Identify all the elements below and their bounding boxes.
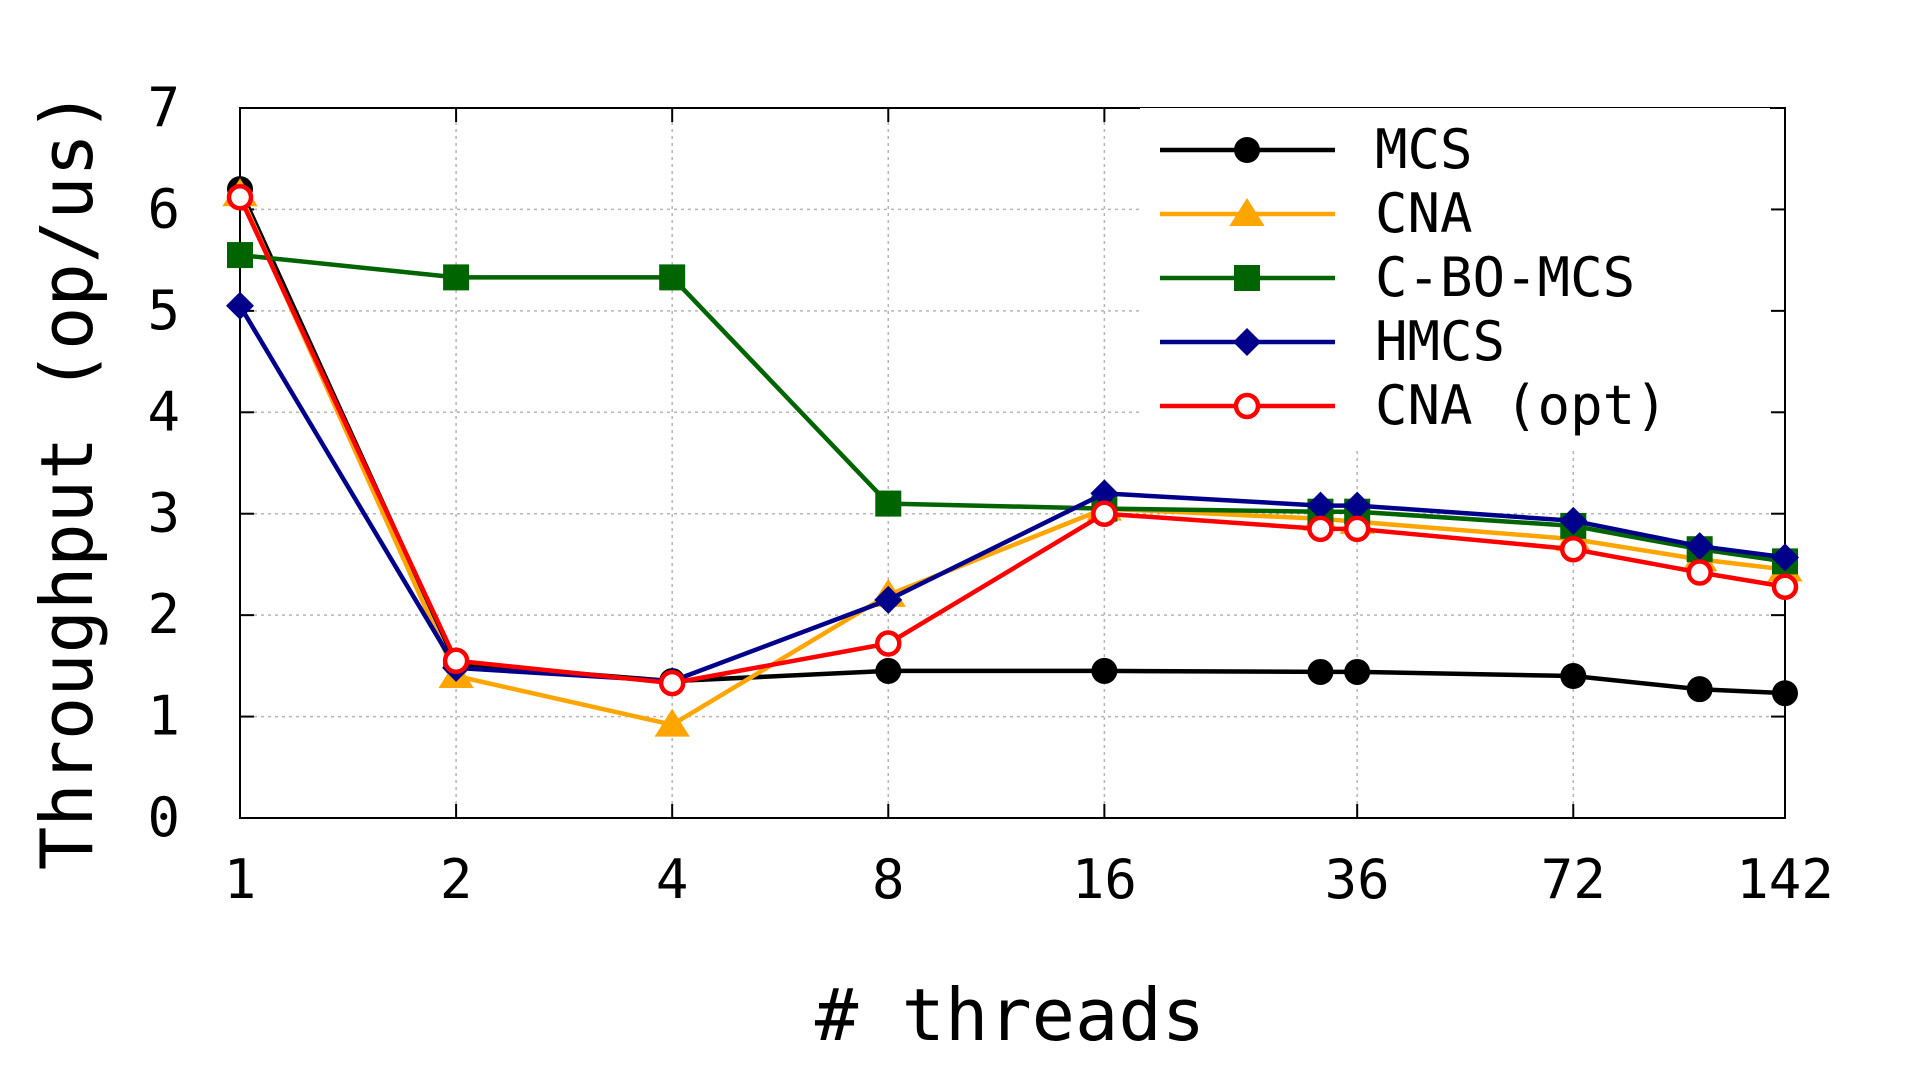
data-point-mcs [1686,676,1713,703]
data-point-hmcs [226,291,254,320]
data-point-cna-opt [1560,535,1587,563]
y-tick-label: 5 [147,279,180,342]
data-point-hmcs [1090,479,1119,508]
data-point-mcs [1344,658,1371,685]
y-tick-label: 4 [147,380,180,443]
data-point-cna-opt [226,184,254,211]
data-point-mcs [875,657,902,684]
data-point-cna-opt [1343,515,1371,543]
x-axis-label: # threads [815,973,1205,1057]
data-point-cna-opt [442,647,470,675]
legend-label: C-BO-MCS [1375,246,1635,309]
x-tick-label: 142 [1736,848,1834,911]
data-point-cna-opt [1771,573,1799,600]
x-tick-label: 1 [224,848,257,911]
data-point-mcs [1091,657,1118,684]
data-point-mcs [1772,680,1798,707]
plot-frame [239,107,1786,819]
data-point-c-bo-mcs [227,242,253,269]
legend-marker [1229,198,1265,226]
data-point-cna-opt [875,630,902,657]
x-tick-label: 36 [1325,848,1390,911]
series-line-cna-opt [237,196,1786,686]
legend-label: CNA (opt) [1375,374,1668,437]
x-tick-label: 16 [1072,848,1137,911]
legend-entry: CNA [1160,182,1473,245]
data-point-c-bo-mcs [659,264,686,291]
legend-entry: CNA (opt) [1160,374,1668,437]
data-point-mcs [1307,658,1334,685]
data-point-c-bo-mcs [875,490,902,517]
series-cna-opt [226,184,1799,697]
legend-marker [1234,137,1260,163]
y-tick-label: 6 [147,177,180,240]
legend-entry: HMCS [1160,310,1505,373]
data-point-cna-opt [658,669,686,697]
x-tick-label: 4 [656,848,689,911]
legend-label: CNA [1375,182,1473,245]
legend-entry: MCS [1160,118,1473,181]
y-tick-label: 0 [147,786,180,849]
series-line-cna [237,193,1786,727]
data-point-c-bo-mcs [443,264,470,291]
series-line-hmcs [238,304,1786,684]
data-point-cna-opt [1686,559,1713,586]
y-tick-label: 1 [147,685,180,748]
data-point-hmcs [1306,491,1335,520]
x-tick-label: 8 [872,848,905,911]
data-point-hmcs [1771,543,1799,572]
y-tick-label: 2 [147,583,180,646]
data-point-mcs [1560,663,1587,689]
legend-marker [1234,265,1260,291]
series [222,176,1803,737]
grid [240,108,1785,818]
series-line-c-bo-mcs [239,252,1786,564]
legend-label: HMCS [1375,310,1505,373]
y-tick-label: 7 [147,76,180,139]
y-tick-label: 3 [147,482,180,545]
x-tick-label: 2 [440,848,473,911]
data-point-hmcs [1343,491,1372,520]
legend-label: MCS [1375,118,1473,181]
data-point-hmcs [1559,506,1588,535]
legend-marker [1233,328,1261,356]
legend-entry: C-BO-MCS [1160,246,1635,309]
data-point-hmcs [1685,532,1714,561]
x-tick-label: 72 [1541,848,1606,911]
legend-marker [1233,392,1261,420]
data-point-hmcs [874,585,903,614]
data-point-cna-opt [1307,515,1334,543]
data-point-cna [654,708,690,737]
data-point-cna-opt [1091,500,1118,527]
y-axis-label: Throughput (op/us) [25,90,109,870]
